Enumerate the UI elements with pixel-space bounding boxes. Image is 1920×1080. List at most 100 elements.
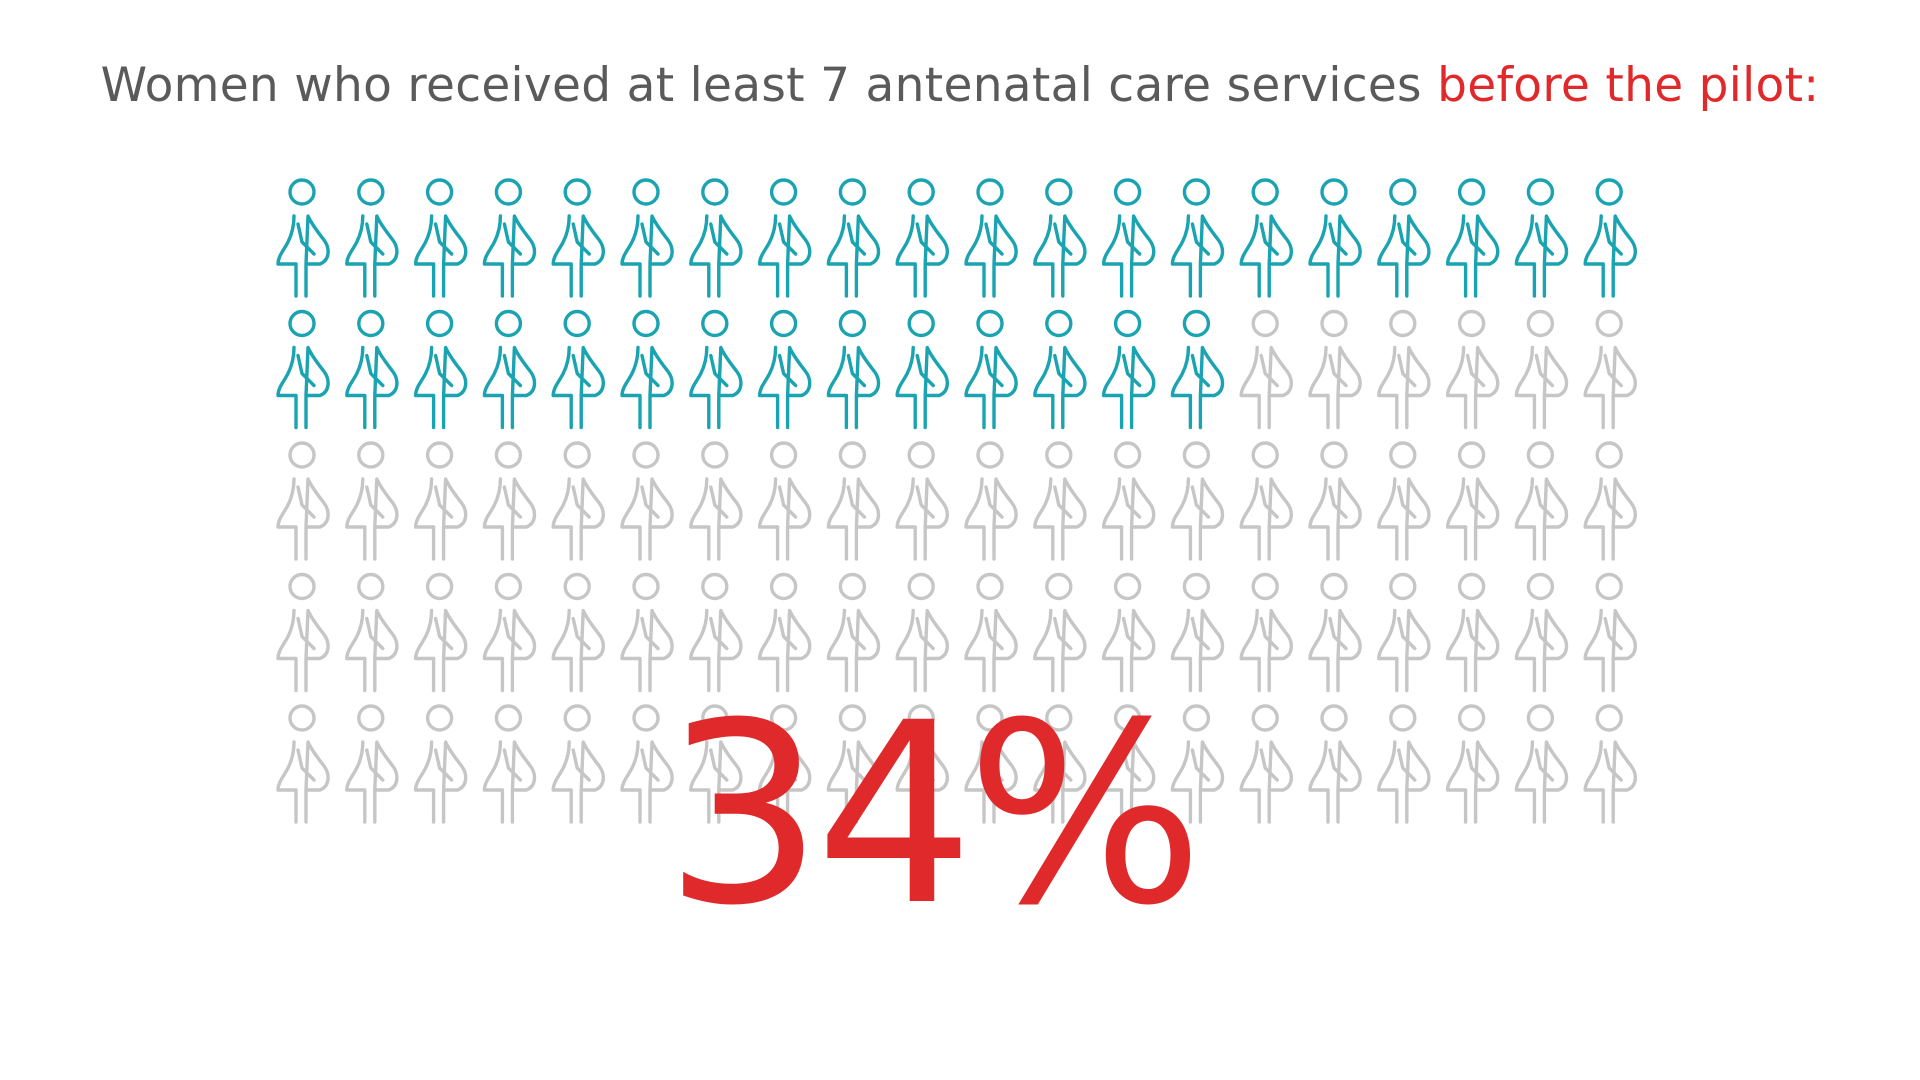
pregnant-woman-icon (1377, 309, 1431, 430)
percentage-label: 34% (664, 669, 1204, 960)
pregnant-woman-icon (1239, 441, 1293, 561)
pregnant-woman-icon (620, 309, 674, 430)
pregnant-woman-icon (689, 572, 743, 693)
pregnant-woman-icon (1445, 178, 1500, 298)
pregnant-woman-icon (757, 178, 812, 298)
pregnant-woman-icon (620, 572, 674, 693)
pregnant-woman-icon (964, 572, 1018, 693)
pregnant-woman-icon (345, 704, 399, 824)
slide-title: Women who received at least 7 antenatal … (0, 58, 1920, 113)
pregnant-woman-icon (345, 178, 399, 298)
pregnant-woman-icon (276, 309, 330, 430)
pregnant-woman-icon (276, 441, 330, 561)
pregnant-woman-icon (1514, 572, 1569, 693)
pregnant-woman-icon (1583, 309, 1637, 430)
pregnant-woman-icon (1308, 309, 1362, 430)
pregnant-woman-icon (1445, 704, 1500, 824)
pregnant-woman-icon (757, 441, 812, 561)
pregnant-woman-icon (620, 441, 674, 561)
pregnant-woman-icon (964, 441, 1018, 561)
pregnant-woman-icon (895, 441, 949, 561)
pregnant-woman-icon (1445, 309, 1500, 430)
pregnant-woman-icon (895, 572, 949, 693)
pregnant-woman-icon (895, 178, 949, 298)
pregnant-woman-icon (964, 309, 1018, 430)
pregnant-woman-icon (826, 309, 881, 430)
pregnant-woman-icon (1033, 309, 1087, 430)
pregnant-woman-icon (1514, 441, 1569, 561)
pregnant-woman-icon (345, 572, 399, 693)
pregnant-woman-icon (551, 704, 605, 824)
pregnant-woman-icon (1101, 309, 1156, 430)
pregnant-woman-icon (826, 572, 881, 693)
pregnant-woman-icon (482, 704, 537, 824)
pregnant-woman-icon (1377, 704, 1431, 824)
pregnant-woman-icon (1377, 178, 1431, 298)
pregnant-woman-icon (1583, 178, 1637, 298)
pregnant-woman-icon (1583, 441, 1637, 561)
pregnant-woman-icon (551, 178, 605, 298)
pregnant-woman-icon (482, 309, 537, 430)
pregnant-woman-icon (482, 178, 537, 298)
pregnant-woman-icon (1514, 704, 1569, 824)
pregnant-woman-icon (689, 441, 743, 561)
pregnant-woman-icon (413, 441, 468, 561)
pregnant-woman-icon (1308, 441, 1362, 561)
pregnant-woman-icon (620, 178, 674, 298)
pregnant-woman-icon (826, 704, 881, 824)
pregnant-woman-icon (1377, 441, 1431, 561)
pregnant-woman-icon (1445, 572, 1500, 693)
pregnant-woman-icon (1170, 441, 1225, 561)
pregnant-woman-icon (482, 572, 537, 693)
pregnant-woman-icon (1239, 572, 1293, 693)
pregnant-woman-icon (1514, 178, 1569, 298)
pregnant-woman-icon (1033, 572, 1087, 693)
pregnant-woman-icon (413, 178, 468, 298)
pregnant-woman-icon (1033, 178, 1087, 298)
pregnant-woman-icon (964, 178, 1018, 298)
pregnant-woman-icon (689, 178, 743, 298)
pregnant-woman-icon (757, 704, 812, 824)
pregnant-woman-icon (1583, 572, 1637, 693)
pregnant-woman-icon (1033, 704, 1087, 824)
pregnant-woman-icon (1377, 572, 1431, 693)
pregnant-woman-icon (413, 704, 468, 824)
pregnant-woman-icon (482, 441, 537, 561)
title-highlight: before the pilot: (1437, 58, 1820, 113)
pregnant-woman-icon (276, 704, 330, 824)
pregnant-woman-icon (1308, 572, 1362, 693)
pregnant-woman-icon (1170, 572, 1225, 693)
pregnant-woman-icon (689, 704, 743, 824)
pregnant-woman-icon (1170, 704, 1225, 824)
pregnant-woman-icon (1170, 178, 1225, 298)
pregnant-woman-icon (276, 572, 330, 693)
pregnant-woman-icon (1101, 441, 1156, 561)
pregnant-woman-icon (551, 441, 605, 561)
pregnant-woman-icon (551, 572, 605, 693)
pregnant-woman-icon (345, 441, 399, 561)
pregnant-woman-icon (551, 309, 605, 430)
title-lead: Women who received at least 7 antenatal … (100, 58, 1422, 113)
pregnant-woman-icon (826, 441, 881, 561)
pregnant-woman-icon (1239, 309, 1293, 430)
pregnant-woman-icon (1170, 309, 1225, 430)
pregnant-woman-icon (1445, 441, 1500, 561)
pregnant-woman-icon (1101, 572, 1156, 693)
pregnant-woman-icon (1308, 178, 1362, 298)
pregnant-woman-icon (1308, 704, 1362, 824)
pregnant-woman-icon (757, 572, 812, 693)
pregnant-woman-icon (1101, 704, 1156, 824)
pregnant-woman-icon (1239, 178, 1293, 298)
pregnant-woman-icon (1239, 704, 1293, 824)
pregnant-woman-icon (345, 309, 399, 430)
pregnant-woman-icon (757, 309, 812, 430)
pregnant-woman-icon (1101, 178, 1156, 298)
pregnant-woman-icon (1583, 704, 1637, 824)
pregnant-woman-icon (826, 178, 881, 298)
pregnant-woman-icon (620, 704, 674, 824)
pregnant-woman-icon (895, 704, 949, 824)
pregnant-woman-icon (964, 704, 1018, 824)
pregnant-woman-icon (895, 309, 949, 430)
